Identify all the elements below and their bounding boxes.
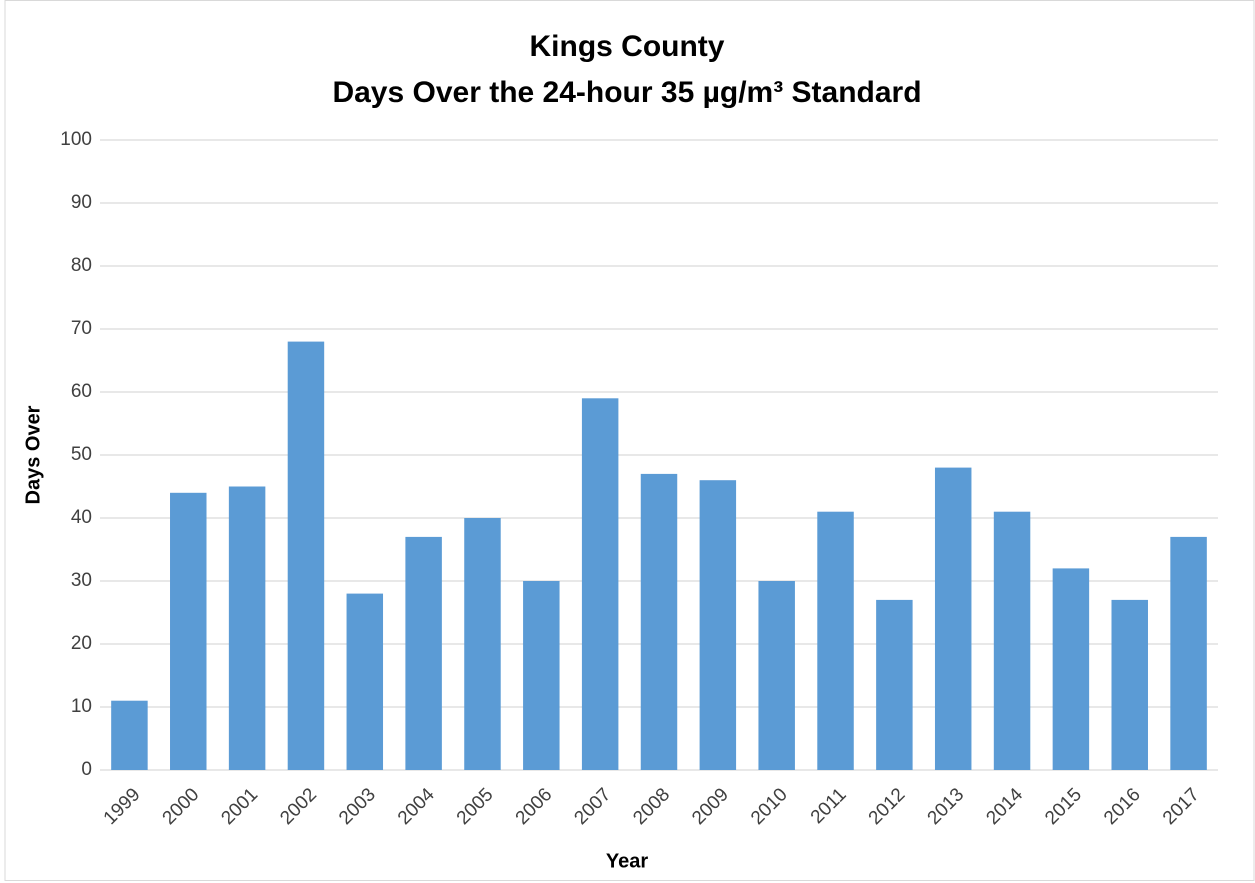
bar — [640, 473, 678, 770]
y-tick-label: 70 — [71, 318, 92, 339]
bar — [993, 511, 1031, 770]
x-axis-title: Year — [606, 850, 648, 872]
chart-border — [4, 0, 1255, 881]
bar — [405, 536, 442, 770]
y-tick-label: 60 — [71, 381, 92, 402]
bar — [1111, 599, 1148, 770]
bar — [287, 341, 325, 770]
y-tick-label: 100 — [60, 129, 92, 150]
bar — [170, 492, 207, 770]
y-tick-label: 10 — [71, 696, 92, 717]
bar — [758, 581, 795, 770]
bar — [523, 581, 560, 770]
y-tick-label: 20 — [71, 633, 92, 654]
bar — [699, 480, 737, 770]
y-tick-label: 50 — [71, 444, 92, 465]
y-tick-label: 0 — [81, 759, 92, 780]
bar — [464, 518, 501, 770]
chart-title: Kings County — [530, 30, 725, 63]
bar — [581, 398, 619, 770]
y-tick-label: 90 — [71, 192, 92, 213]
bar — [817, 511, 854, 770]
bar — [228, 486, 266, 770]
bar — [346, 593, 384, 770]
bar — [111, 700, 148, 770]
y-tick-label: 40 — [71, 507, 92, 528]
y-tick-label: 80 — [71, 255, 92, 276]
bar — [1170, 536, 1207, 770]
y-axis-title: Days Over — [22, 405, 44, 504]
bar — [1052, 568, 1090, 770]
bar — [876, 599, 913, 770]
bar — [934, 467, 972, 770]
y-tick-label: 30 — [71, 570, 92, 591]
chart-subtitle: Days Over the 24-hour 35 µg/m³ Standard — [332, 76, 921, 109]
